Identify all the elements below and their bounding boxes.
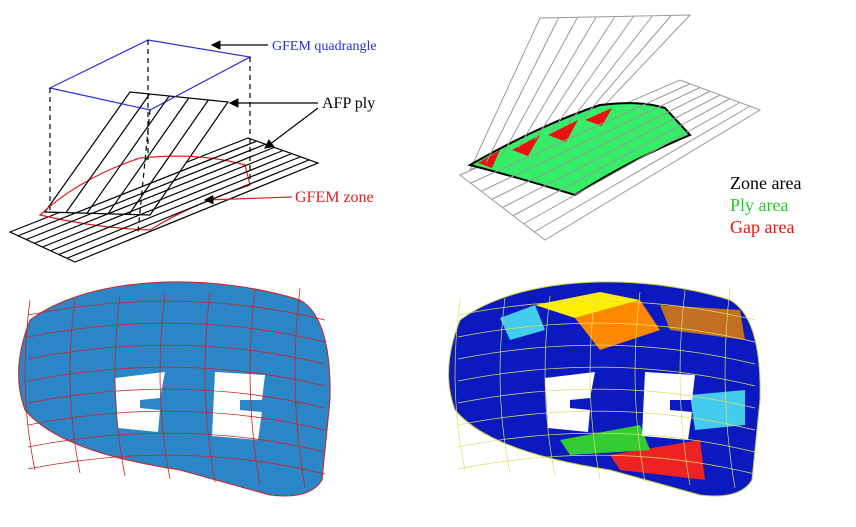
ply-stripe — [66, 159, 310, 259]
projection-lines — [49, 40, 251, 233]
ply-stripe — [534, 105, 751, 233]
ply-stripe — [491, 90, 711, 200]
ply-stripe — [107, 97, 190, 215]
ply-stripe — [17, 140, 257, 237]
ply-stripe — [470, 83, 691, 184]
ply-stripe — [42, 149, 284, 248]
ply-stripe — [65, 93, 151, 213]
mesh-line — [159, 293, 171, 480]
area-diagram — [459, 14, 762, 241]
mesh-line — [114, 295, 126, 477]
mesh-line — [27, 388, 326, 409]
ply-stripe — [502, 94, 721, 208]
zone-label: GFEM zone — [295, 189, 374, 206]
mesh-line — [27, 344, 326, 365]
ply-stripe — [583, 15, 672, 118]
mesh-line — [69, 297, 81, 474]
ply-stripe — [34, 146, 275, 244]
mesh-line — [294, 287, 306, 489]
gfem-zone — [38, 155, 251, 231]
mesh-line — [499, 297, 511, 474]
mesh-line — [204, 291, 216, 483]
mesh-line — [27, 322, 326, 343]
mesh-line — [249, 289, 261, 486]
legend-label: Ply area — [730, 195, 788, 215]
ply-stripe — [86, 95, 170, 214]
ply-stripe — [502, 17, 578, 156]
mesh-line — [27, 300, 326, 321]
ply-stripe — [26, 143, 266, 241]
ply-stripe — [567, 15, 653, 126]
mesh-line — [27, 454, 326, 475]
gfem-mesh-cylinder — [18, 281, 331, 497]
mesh-line — [27, 410, 326, 431]
mesh-line — [457, 366, 756, 387]
mesh-line — [457, 322, 756, 343]
gap-areas — [478, 108, 612, 168]
mesh-line — [679, 289, 691, 486]
mesh-line — [457, 454, 756, 475]
ply-stripe — [128, 99, 209, 215]
mesh-line — [457, 432, 756, 453]
mesh-line — [454, 299, 466, 471]
mesh-line — [544, 295, 556, 477]
mesh-line — [27, 366, 326, 387]
mesh-line — [457, 410, 756, 431]
mesh-line — [457, 344, 756, 365]
ply-stripe — [50, 153, 292, 252]
zone-area — [467, 102, 692, 197]
mesh-line — [589, 293, 601, 480]
ply-stripe — [58, 156, 301, 256]
mesh-line — [457, 388, 756, 409]
ply-stripe — [534, 16, 616, 141]
ply-stripe — [550, 15, 635, 133]
mesh-line — [457, 300, 756, 321]
afp-ply — [43, 91, 230, 216]
ply-stripe — [518, 16, 597, 148]
gfem-schematic — [8, 39, 320, 263]
result-cylinder — [448, 281, 761, 497]
ply-label: AFP ply — [322, 95, 375, 112]
mesh-line — [27, 432, 326, 453]
mesh-line — [634, 291, 646, 483]
legend-label: Zone area — [730, 173, 801, 193]
mesh-line — [24, 299, 36, 471]
ply-stripe — [485, 17, 560, 163]
ply-stripe — [523, 102, 741, 225]
legend-label: Gap area — [730, 217, 794, 237]
ply-stripe — [512, 98, 731, 217]
mesh-line — [724, 287, 736, 489]
quadrangle-label: GFEM quadrangle — [272, 39, 377, 54]
ply-stripe — [481, 87, 701, 192]
